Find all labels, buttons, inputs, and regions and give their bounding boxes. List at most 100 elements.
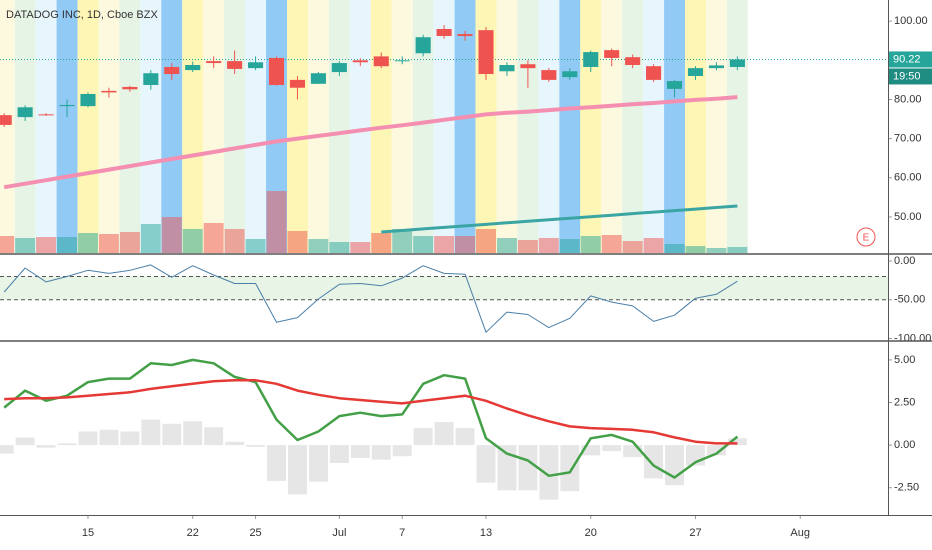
histogram-bar (57, 443, 77, 446)
histogram-bar (392, 445, 412, 457)
volume-bar (36, 237, 57, 253)
candle-body (373, 56, 389, 67)
day-background (161, 0, 183, 253)
candle-body (394, 60, 410, 62)
candle-body (331, 63, 347, 73)
volume-bar (350, 242, 371, 253)
histogram-bar (246, 445, 266, 447)
volume-bar (203, 223, 224, 253)
candle-body (436, 28, 452, 37)
day-background (182, 0, 204, 253)
histogram-bar (644, 445, 664, 479)
volume-bar (664, 244, 685, 253)
volume-bar (622, 241, 643, 253)
x-tick-label: Aug (790, 527, 810, 539)
histogram-bar (623, 445, 643, 458)
candle-body (206, 61, 222, 64)
volume-bar (329, 242, 350, 253)
candle-body (268, 57, 285, 85)
day-background (119, 0, 141, 253)
histogram-bar (329, 445, 349, 464)
event-marker (856, 227, 876, 247)
day-background (14, 0, 36, 253)
candle-body (604, 50, 620, 58)
day-background (705, 0, 727, 253)
candle-body (708, 65, 724, 69)
candle-body (164, 66, 180, 75)
candle-body (80, 93, 96, 107)
day-background (224, 0, 246, 253)
day-background (307, 0, 329, 253)
day-background (328, 0, 350, 253)
volume-bar (287, 231, 308, 253)
volume-average (381, 204, 738, 234)
volume-bar (308, 239, 329, 253)
histogram-bar (0, 445, 14, 454)
histogram-bar (581, 445, 601, 456)
candle-body (289, 79, 306, 88)
candle-body (122, 86, 138, 90)
histogram-bar (602, 445, 622, 452)
volume-bar (182, 229, 203, 253)
day-background (203, 0, 225, 253)
histogram-bar (434, 422, 454, 446)
day-background (349, 0, 371, 253)
histogram-bar (162, 423, 182, 446)
volume-bar (245, 239, 266, 253)
histogram-bar (99, 429, 119, 446)
volume-bar (161, 217, 182, 253)
candle-body (666, 81, 683, 89)
candle-body (541, 70, 557, 80)
volume-bar (413, 236, 434, 253)
candle-body (520, 64, 536, 69)
candle-body (227, 61, 243, 69)
chart-title: DATADOG INC, 1D, Cboe BZX (6, 9, 158, 21)
countdown-box (889, 68, 932, 85)
volume-bar (601, 235, 622, 253)
y-tick-label: 0.00 (894, 439, 915, 451)
histogram-bar (518, 445, 538, 491)
day-background (559, 0, 581, 253)
day-background (77, 0, 99, 253)
volume-bar (580, 236, 601, 253)
day-background (286, 0, 308, 253)
volume-bar (476, 229, 496, 253)
day-background (98, 0, 120, 253)
x-tick-label: 20 (585, 527, 597, 539)
x-tick-label: 15 (82, 527, 94, 539)
histogram-bar (539, 445, 559, 500)
candle-body (583, 52, 599, 67)
volume-bar (78, 233, 98, 253)
volume-bar (643, 238, 664, 253)
volume-bar (727, 247, 748, 253)
volume-bar (496, 238, 517, 253)
day-background (56, 0, 78, 253)
candle-body (352, 60, 368, 63)
histogram-bar (15, 437, 35, 446)
histogram-bar (36, 445, 56, 448)
histogram-bar (267, 445, 286, 481)
histogram-bar (476, 445, 496, 483)
volume-bar (0, 236, 15, 253)
day-background (685, 0, 706, 253)
day-background (454, 0, 476, 253)
x-tick-label: 25 (249, 527, 261, 539)
candle-body (17, 107, 33, 118)
volume-bar (706, 248, 727, 253)
candle-body (457, 34, 473, 37)
candle-body (499, 65, 515, 72)
y-tick-label: 2.50 (894, 396, 915, 408)
day-background (433, 0, 455, 253)
day-background (664, 0, 686, 253)
oscillator-line (3, 264, 738, 333)
candle-body (646, 66, 662, 80)
day-background (726, 0, 748, 253)
volume-bar (15, 238, 36, 253)
y-tick-label: 100.00 (894, 15, 928, 27)
histogram-bar (665, 445, 685, 486)
histogram-bar (706, 445, 726, 456)
histogram-bar (727, 438, 747, 446)
y-tick-label: 5.00 (894, 354, 915, 366)
histogram-bar (183, 421, 203, 446)
